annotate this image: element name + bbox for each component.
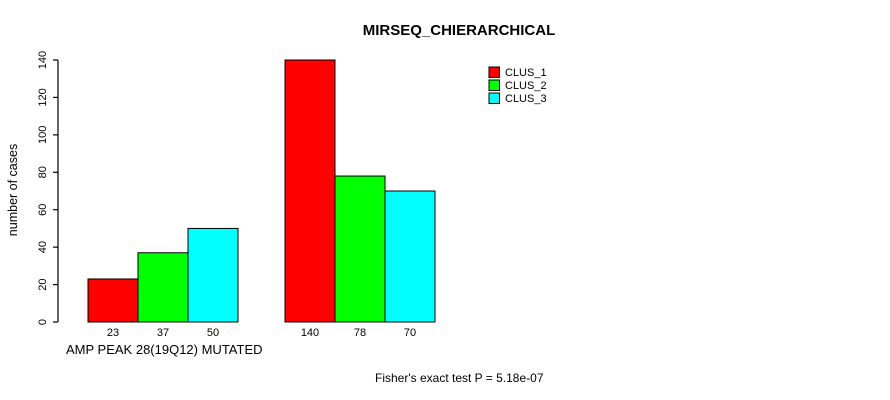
bars-group: 23 37 50 140 78 70 (87, 59, 436, 339)
bar-value-label: 23 (107, 327, 119, 339)
y-tick-label: 100 (37, 126, 49, 144)
bar-value-label: 78 (354, 327, 366, 339)
bar-value-label: 140 (301, 327, 319, 339)
y-tick-label: 40 (37, 241, 49, 253)
legend: CLUS_1 CLUS_2 CLUS_3 (488, 66, 547, 105)
x-axis-group-label: AMP PEAK 28(19Q12) MUTATED (66, 342, 263, 357)
legend-swatch-clus1 (488, 66, 500, 78)
legend-label-clus1: CLUS_1 (505, 67, 547, 79)
legend-label-clus2: CLUS_2 (505, 80, 547, 92)
bar-clus_3-group2 (384, 190, 436, 323)
bar-value-label: 50 (207, 327, 219, 339)
y-axis: 0 20 40 60 80 100 120 140 (37, 51, 59, 325)
y-axis-label: number of cases (6, 144, 20, 236)
bar-clus_2-group1 (137, 252, 189, 323)
y-tick-label: 80 (37, 166, 49, 178)
legend-swatch-clus3 (488, 92, 500, 104)
legend-swatch-clus2 (488, 79, 500, 91)
y-tick-label: 60 (37, 204, 49, 216)
y-tick-label: 140 (37, 51, 49, 69)
y-tick-label: 0 (37, 319, 49, 325)
fisher-test-annotation: Fisher's exact test P = 5.18e-07 (375, 371, 544, 385)
legend-label-clus3: CLUS_3 (505, 93, 547, 105)
bar-clus_1-group1 (87, 278, 139, 323)
bar-clus_1-group2 (284, 59, 336, 323)
bar-value-label: 37 (157, 327, 169, 339)
y-tick-label: 20 (37, 278, 49, 290)
bar-clus_3-group1 (187, 227, 239, 323)
bar-value-label: 70 (404, 327, 416, 339)
bar-clus_2-group2 (334, 175, 386, 323)
chart-title: MIRSEQ_CHIERARCHICAL (363, 22, 556, 39)
y-tick-label: 120 (37, 88, 49, 106)
